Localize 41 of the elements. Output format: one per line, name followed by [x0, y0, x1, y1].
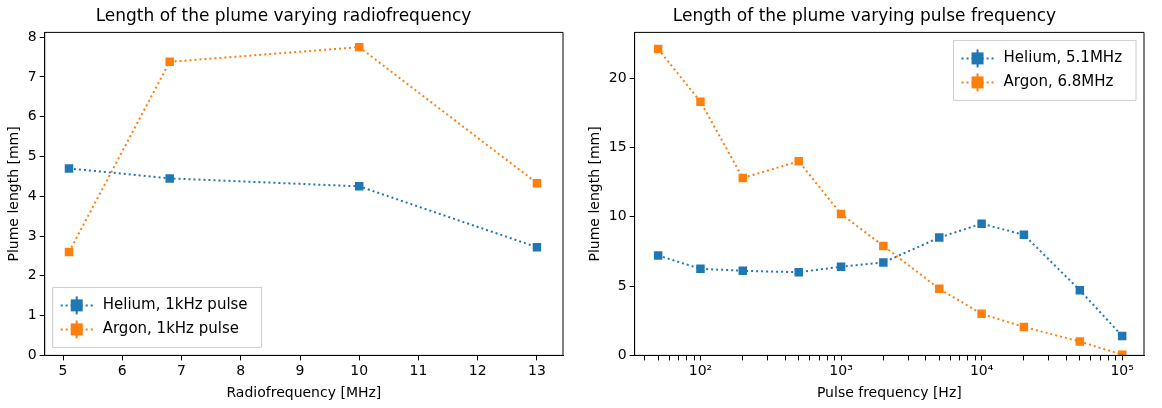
point	[64, 164, 74, 173]
x-axis-title: Pulse frequency [Hz]	[816, 384, 962, 401]
x-tick-label: 11	[409, 362, 428, 379]
legend-label: Argon, 1kHz pulse	[102, 319, 239, 338]
x-tick-label: 5	[58, 362, 68, 379]
y-tick-label: 7	[27, 67, 37, 84]
legend-label: Helium, 5.1MHz	[1003, 48, 1123, 67]
legend-label: Helium, 1kHz pulse	[102, 295, 248, 314]
x-tick-label: 13	[528, 362, 546, 379]
y-tick-label: 15	[608, 138, 627, 155]
chart-title: Length of the plume varying pulse frequency	[672, 4, 1057, 25]
x-tick-label: 10³	[829, 362, 853, 379]
x-axis-title: Radiofrequency [MHz]	[226, 384, 382, 401]
y-axis-title: Plume length [mm]	[5, 126, 22, 262]
y-tick-label: 3	[27, 226, 37, 243]
x-tick-label: 8	[236, 362, 246, 379]
y-axis-title: Plume length [mm]	[586, 126, 603, 262]
x-tick-label: 10⁴	[969, 362, 994, 379]
x-tick-label: 9	[295, 362, 305, 379]
y-tick-label: 0	[27, 346, 37, 363]
y-tick-label: 1	[27, 306, 37, 323]
y-tick-label: 6	[27, 107, 37, 124]
y-tick-label: 2	[27, 266, 37, 283]
y-tick-label: 0	[617, 346, 627, 363]
point	[165, 174, 174, 183]
x-tick-label: 12	[468, 362, 487, 379]
x-tick-label: 10⁵	[1110, 362, 1134, 379]
y-tick-label: 10	[608, 207, 627, 224]
x-tick-label: 10²	[688, 362, 713, 379]
y-tick-label: 5	[617, 276, 627, 293]
legend-label: Argon, 6.8MHz	[1003, 72, 1114, 91]
point	[165, 57, 174, 67]
y-tick-label: 8	[27, 27, 37, 44]
point	[354, 182, 364, 191]
x-tick-label: 6	[117, 362, 127, 379]
chart-title: Length of the plume varying radiofrequency	[95, 4, 472, 25]
y-tick-label: 4	[27, 186, 37, 203]
y-tick-label: 5	[27, 147, 37, 164]
x-tick-label: 7	[177, 362, 186, 379]
x-tick-label: 10	[350, 362, 369, 379]
y-tick-label: 20	[608, 68, 627, 85]
